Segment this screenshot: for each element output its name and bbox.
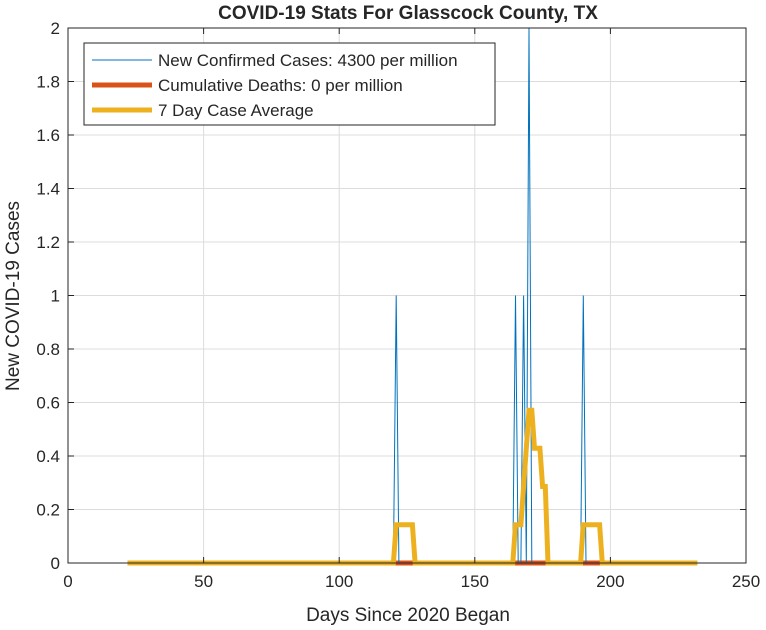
x-tick-label: 200: [596, 572, 624, 591]
x-tick-label: 0: [63, 572, 72, 591]
legend-entry: Cumulative Deaths: 0 per million: [158, 76, 403, 95]
legend-entry: 7 Day Case Average: [158, 101, 314, 120]
series-line-0: [127, 27, 698, 564]
axis-ticks: 0 50 100 150 200 250 0 0.2 0.4 0.6 0.8 1 1.2 1.4 1.6 1.…: [36, 19, 760, 591]
x-tick-label: 150: [461, 572, 489, 591]
x-axis-label: Days Since 2020 Began: [306, 605, 510, 626]
y-tick-label: 0.2: [36, 501, 60, 520]
y-tick-label: 1.2: [36, 233, 60, 252]
y-tick-label: 0.8: [36, 340, 60, 359]
y-tick-label: 0.6: [36, 394, 60, 413]
y-tick-label: 2: [51, 19, 60, 38]
series-line-2: [127, 407, 698, 566]
x-tick-label: 50: [194, 572, 213, 591]
chart-title: COVID-19 Stats For Glasscock County, TX: [218, 3, 598, 24]
legend: New Confirmed Cases: 4300 per million Cum…: [83, 42, 496, 126]
y-tick-label: 0: [51, 554, 60, 573]
legend-entry: New Confirmed Cases: 4300 per million: [158, 51, 458, 70]
y-tick-label: 1.6: [36, 126, 60, 145]
x-tick-label: 250: [732, 572, 760, 591]
y-tick-label: 1: [51, 287, 60, 306]
y-tick-label: 0.4: [36, 447, 60, 466]
y-tick-label: 1.8: [36, 73, 60, 92]
legend-box: [83, 42, 496, 126]
y-axis-label: New COVID-19 Cases: [3, 201, 24, 391]
x-tick-label: 100: [325, 572, 353, 591]
y-tick-label: 1.4: [36, 180, 60, 199]
